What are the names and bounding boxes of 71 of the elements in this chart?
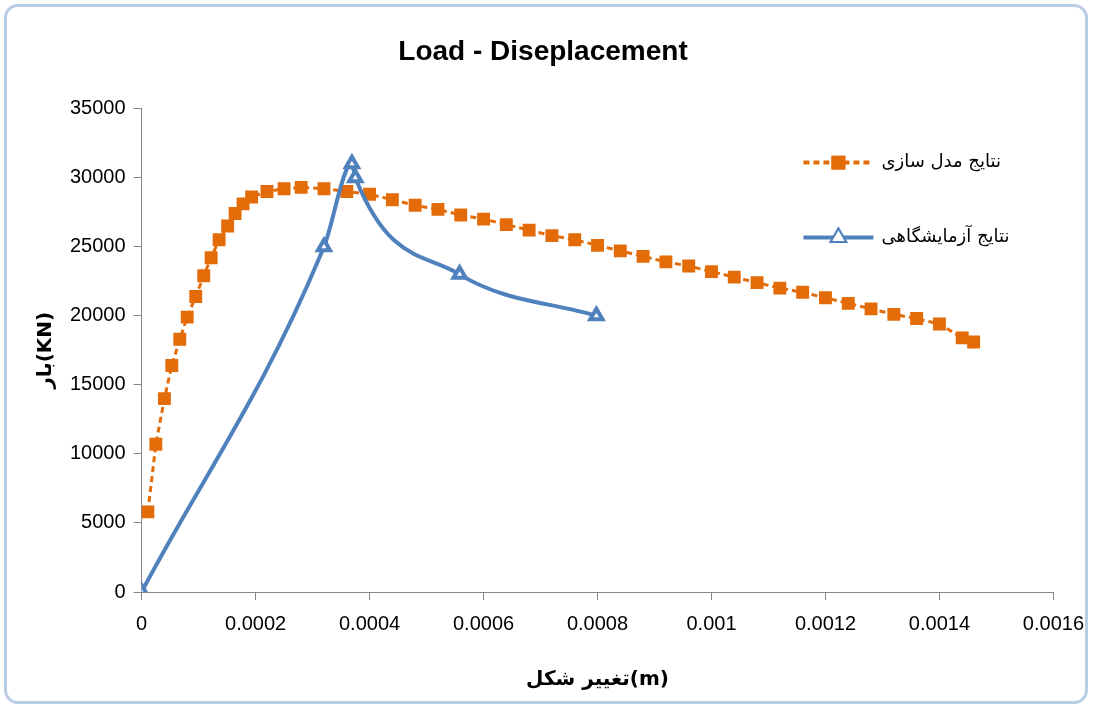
point	[173, 332, 187, 346]
point	[197, 269, 211, 283]
x-axis-title: تغییر شکل(m)	[526, 666, 669, 691]
point	[431, 202, 445, 216]
point	[221, 219, 235, 233]
point	[705, 265, 718, 279]
point	[189, 289, 203, 303]
y-tick-label: 25000	[69, 234, 126, 257]
x-tick-label: 0	[136, 611, 148, 634]
point	[750, 276, 764, 290]
legend-label: نتایج آزمایشگاهی	[881, 224, 1010, 248]
point	[887, 307, 901, 321]
y-tick-label: 35000	[69, 96, 126, 119]
point	[967, 335, 981, 349]
point	[955, 331, 969, 345]
point	[315, 237, 333, 253]
point	[727, 270, 741, 284]
point	[149, 437, 163, 451]
point	[499, 218, 513, 232]
point	[773, 281, 787, 295]
point	[682, 259, 696, 273]
point	[545, 229, 559, 243]
point	[659, 255, 673, 269]
point	[454, 208, 468, 222]
point	[819, 291, 832, 305]
point	[613, 244, 627, 258]
point	[636, 249, 650, 263]
point	[910, 312, 924, 325]
x-tick-label: 0.0002	[225, 611, 287, 634]
point	[317, 182, 331, 196]
x-tick-label: 0.0004	[338, 611, 401, 634]
y-axis-title: بار(KN)	[32, 311, 57, 390]
point	[385, 193, 399, 207]
point	[212, 233, 226, 247]
y-tick-label: 20000	[69, 303, 126, 326]
x-tick-label: 0.0016	[1022, 611, 1084, 634]
point	[245, 190, 259, 204]
point	[347, 168, 364, 184]
point	[864, 302, 878, 316]
y-tick-label: 15000	[69, 372, 126, 395]
point	[522, 223, 536, 237]
y-tick-label: 0	[114, 579, 126, 602]
point	[932, 317, 946, 331]
point	[277, 182, 291, 196]
point	[157, 392, 171, 406]
point	[796, 285, 810, 299]
x-tick-label: 0.001	[686, 611, 737, 634]
point	[260, 185, 274, 198]
legend-label: نتایج مدل سازی	[881, 150, 1001, 173]
point	[340, 185, 354, 198]
point	[408, 198, 422, 212]
y-tick-label: 5000	[81, 510, 126, 533]
point	[165, 359, 179, 372]
point	[141, 505, 155, 519]
y-tick-label: 10000	[69, 441, 126, 464]
point	[451, 265, 468, 280]
x-tick-label: 0.0014	[908, 611, 971, 634]
chart-title: Load - Diseplacement	[398, 34, 688, 66]
point	[180, 310, 194, 324]
point	[591, 238, 604, 252]
point	[841, 296, 855, 310]
point	[204, 251, 218, 265]
x-tick-label: 0.0006	[452, 611, 515, 634]
point	[568, 233, 582, 247]
x-tick-label: 0.0008	[566, 611, 629, 634]
point	[477, 212, 490, 226]
point	[363, 187, 377, 201]
point	[228, 207, 242, 221]
x-tick-label: 0.0012	[794, 611, 857, 634]
y-tick-label: 30000	[69, 165, 126, 188]
point	[294, 180, 308, 194]
